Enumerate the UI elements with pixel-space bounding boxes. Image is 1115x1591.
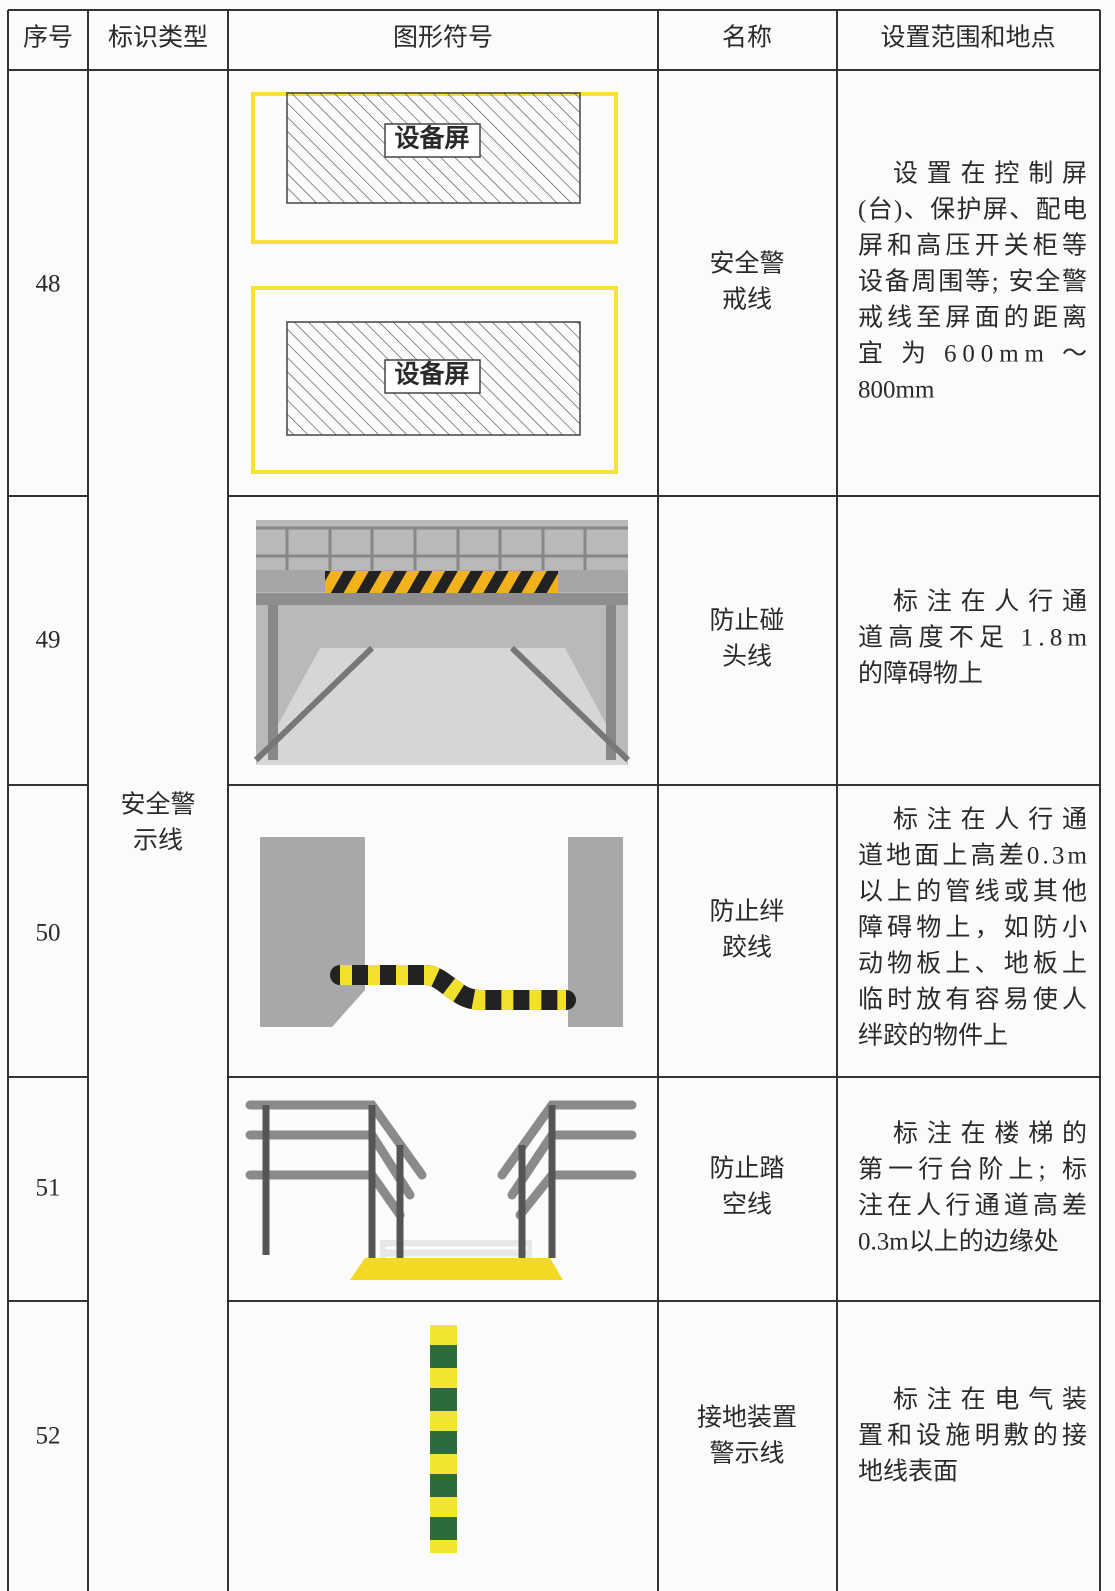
description-line: 道地面上高差0.3m: [858, 842, 1088, 870]
row-number: 51: [36, 1175, 61, 1202]
description-line: 800mm: [858, 377, 935, 404]
name-cell: 接地装置: [697, 1404, 797, 1432]
description-line: 的障碍物上: [858, 660, 983, 688]
symbol-label: 设备屏: [394, 361, 469, 389]
name-cell: 头线: [722, 643, 772, 671]
description-line: (台)、保护屏、配电: [858, 196, 1087, 224]
header-cell: 图形符号: [393, 24, 493, 52]
type-cell: 安全警: [120, 791, 195, 819]
header-cell: 序号: [23, 24, 73, 52]
name-cell: 防止绊: [709, 898, 784, 926]
name-cell: 防止踏: [709, 1155, 784, 1183]
name-cell: 空线: [722, 1191, 772, 1219]
name-cell: 防止碰: [709, 607, 784, 635]
symbol-label: 设备屏: [394, 125, 469, 153]
step-line-icon: [245, 1100, 637, 1280]
row-number: 48: [36, 271, 61, 298]
description-line: 0.3m以上的边缘处: [858, 1228, 1059, 1256]
header-cell: 设置范围和地点: [880, 24, 1055, 52]
grounding-line-icon: [430, 1325, 457, 1553]
description-line: 地线表面: [858, 1458, 958, 1486]
description-line: 设备周围等; 安全警: [858, 268, 1087, 296]
warning-line-icon: [251, 92, 618, 474]
name-cell: 跤线: [722, 934, 772, 962]
row-number: 50: [36, 920, 61, 947]
description-line: 道高度不足 1.8m: [858, 624, 1088, 652]
header-cell: 标识类型: [108, 24, 208, 52]
row-number: 49: [36, 627, 61, 654]
name-cell: 警示线: [709, 1440, 784, 1468]
description-line: 绊跤的物件上: [858, 1022, 1008, 1050]
header-cell: 名称: [722, 24, 772, 52]
description-line: 宜 为 600mm ～: [858, 340, 1087, 368]
type-cell: 示线: [133, 827, 183, 855]
head-bump-icon: [253, 520, 631, 765]
name-cell: 安全警: [709, 250, 784, 278]
row-number: 52: [36, 1423, 61, 1450]
trip-line-icon: [260, 837, 623, 1027]
grid: [7, 9, 1101, 1591]
name-cell: 戒线: [722, 286, 772, 314]
description-line: 第一行台阶上; 标: [858, 1156, 1087, 1184]
